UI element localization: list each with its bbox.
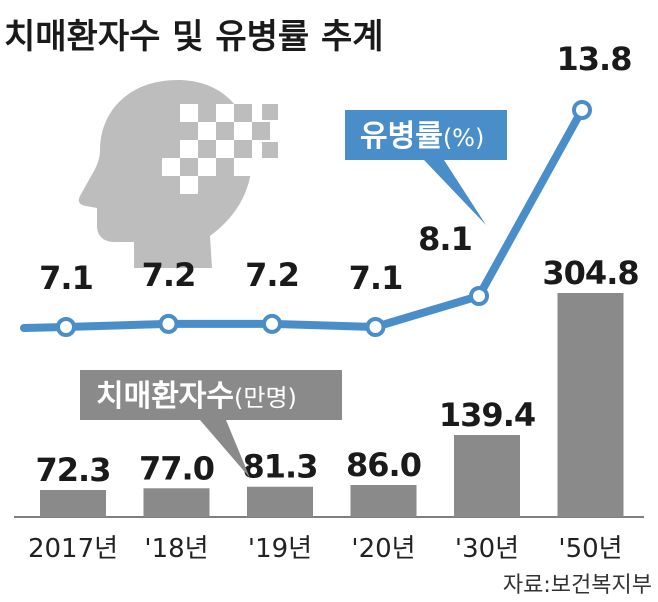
line-value-label-0: 7.1 <box>39 259 93 297</box>
line-point-3 <box>365 317 386 337</box>
line-series-legend: 유병률(%) <box>360 119 484 154</box>
bar-series-name: 치매환자수 <box>96 379 234 414</box>
bar-value-label-2: 81.3 <box>243 448 318 486</box>
x-tick-label-0: 2017년 <box>28 534 118 564</box>
bar-3 <box>350 485 417 517</box>
line-value-label-3: 7.1 <box>349 259 403 297</box>
x-tick-label-1: '18년 <box>144 534 208 564</box>
line-point-1 <box>158 313 179 334</box>
bar-series-unit: (만명) <box>234 384 297 412</box>
bar-1 <box>143 488 210 517</box>
bar-value-label-4: 139.4 <box>439 396 535 434</box>
x-tick-label-4: '30년 <box>455 534 519 564</box>
line-callout-box <box>345 110 507 160</box>
bar-2 <box>247 486 313 517</box>
bar-callout-pointer <box>200 420 250 478</box>
line-series-name: 유병률 <box>360 119 443 154</box>
x-tick-label-5: '50년 <box>558 534 622 564</box>
line-value-label-1: 7.2 <box>142 256 196 294</box>
bar-value-label-3: 86.0 <box>346 446 421 484</box>
line-value-label-2: 7.2 <box>245 256 299 294</box>
pixel-squares-icon <box>198 104 278 194</box>
x-tick-label-3: '20년 <box>351 534 415 564</box>
bar-series-callout: 치매환자수(만명) <box>80 370 342 478</box>
bar-value-label-0: 72.3 <box>36 451 111 489</box>
bar-5 <box>557 293 624 517</box>
bar-value-label-5: 304.8 <box>542 254 638 292</box>
source-note: 자료:보건복지부 <box>503 573 652 598</box>
line-value-label-5: 13.8 <box>557 40 632 78</box>
bar-callout-box <box>80 370 342 420</box>
line-value-label-4: 8.1 <box>418 220 472 258</box>
chart-title: 치매환자수 및 유병률 추계 <box>4 17 384 57</box>
line-point-2 <box>262 313 282 334</box>
x-tick-label-2: '19년 <box>248 534 312 564</box>
bar-value-label-1: 77.0 <box>139 449 214 487</box>
line-point-0 <box>56 317 76 337</box>
bar-0 <box>40 490 106 517</box>
bar-4 <box>454 435 520 517</box>
line-callout-pointer <box>424 160 486 225</box>
head-pixel-icon <box>78 80 278 268</box>
line-point-4 <box>469 286 489 306</box>
line-point-5 <box>572 100 592 120</box>
bar-series-legend: 치매환자수(만명) <box>96 379 297 414</box>
line-series-unit: (%) <box>443 124 485 152</box>
line-series-callout: 유병률(%) <box>345 110 507 225</box>
pixel-cutout-icon <box>162 104 252 194</box>
